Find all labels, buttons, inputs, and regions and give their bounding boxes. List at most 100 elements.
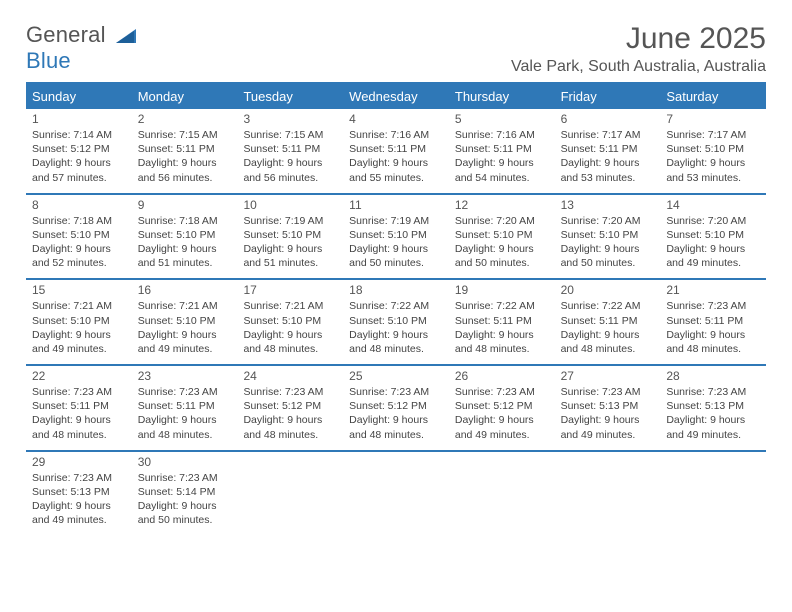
daylight-text: and 50 minutes. bbox=[561, 256, 655, 270]
sunrise-text: Sunrise: 7:23 AM bbox=[32, 471, 126, 485]
day-number: 21 bbox=[666, 283, 760, 297]
daylight-text: and 53 minutes. bbox=[561, 171, 655, 185]
sunset-text: Sunset: 5:10 PM bbox=[349, 314, 443, 328]
daylight-text: and 49 minutes. bbox=[666, 256, 760, 270]
day-number: 28 bbox=[666, 369, 760, 383]
location-subtitle: Vale Park, South Australia, Australia bbox=[511, 58, 766, 76]
daylight-text: Daylight: 9 hours bbox=[455, 413, 549, 427]
daylight-text: Daylight: 9 hours bbox=[138, 499, 232, 513]
daylight-text: and 52 minutes. bbox=[32, 256, 126, 270]
sunrise-text: Sunrise: 7:20 AM bbox=[561, 214, 655, 228]
sunset-text: Sunset: 5:10 PM bbox=[138, 228, 232, 242]
sunrise-text: Sunrise: 7:22 AM bbox=[349, 299, 443, 313]
daylight-text: Daylight: 9 hours bbox=[243, 156, 337, 170]
sunset-text: Sunset: 5:10 PM bbox=[666, 228, 760, 242]
daylight-text: Daylight: 9 hours bbox=[455, 156, 549, 170]
daylight-text: and 53 minutes. bbox=[666, 171, 760, 185]
sunrise-text: Sunrise: 7:15 AM bbox=[138, 128, 232, 142]
day-number: 6 bbox=[561, 112, 655, 126]
daylight-text: Daylight: 9 hours bbox=[243, 242, 337, 256]
logo-word1: General bbox=[26, 22, 106, 47]
sunrise-text: Sunrise: 7:16 AM bbox=[455, 128, 549, 142]
sunrise-text: Sunrise: 7:23 AM bbox=[666, 385, 760, 399]
sunrise-text: Sunrise: 7:23 AM bbox=[138, 471, 232, 485]
calendar-day: 27Sunrise: 7:23 AMSunset: 5:13 PMDayligh… bbox=[555, 366, 661, 450]
header: General Blue June 2025 Vale Park, South … bbox=[26, 22, 766, 76]
calendar-day: 23Sunrise: 7:23 AMSunset: 5:11 PMDayligh… bbox=[132, 366, 238, 450]
daylight-text: and 48 minutes. bbox=[349, 428, 443, 442]
sunrise-text: Sunrise: 7:23 AM bbox=[561, 385, 655, 399]
daylight-text: Daylight: 9 hours bbox=[32, 413, 126, 427]
daylight-text: and 48 minutes. bbox=[666, 342, 760, 356]
day-number: 27 bbox=[561, 369, 655, 383]
daylight-text: and 49 minutes. bbox=[138, 342, 232, 356]
sunset-text: Sunset: 5:10 PM bbox=[666, 142, 760, 156]
daylight-text: Daylight: 9 hours bbox=[561, 156, 655, 170]
calendar-day: 6Sunrise: 7:17 AMSunset: 5:11 PMDaylight… bbox=[555, 109, 661, 193]
day-number: 29 bbox=[32, 455, 126, 469]
daylight-text: Daylight: 9 hours bbox=[243, 328, 337, 342]
calendar-week: 1Sunrise: 7:14 AMSunset: 5:12 PMDaylight… bbox=[26, 109, 766, 195]
logo-word2: Blue bbox=[26, 48, 71, 73]
sunset-text: Sunset: 5:11 PM bbox=[561, 314, 655, 328]
sunrise-text: Sunrise: 7:18 AM bbox=[32, 214, 126, 228]
sunset-text: Sunset: 5:12 PM bbox=[32, 142, 126, 156]
day-number: 4 bbox=[349, 112, 443, 126]
sunrise-text: Sunrise: 7:17 AM bbox=[666, 128, 760, 142]
sunset-text: Sunset: 5:10 PM bbox=[138, 314, 232, 328]
daylight-text: Daylight: 9 hours bbox=[561, 242, 655, 256]
calendar-day: 2Sunrise: 7:15 AMSunset: 5:11 PMDaylight… bbox=[132, 109, 238, 193]
title-block: June 2025 Vale Park, South Australia, Au… bbox=[511, 22, 766, 76]
calendar-day: 10Sunrise: 7:19 AMSunset: 5:10 PMDayligh… bbox=[237, 195, 343, 279]
sunset-text: Sunset: 5:10 PM bbox=[561, 228, 655, 242]
day-number: 5 bbox=[455, 112, 549, 126]
day-number: 16 bbox=[138, 283, 232, 297]
sunset-text: Sunset: 5:11 PM bbox=[138, 399, 232, 413]
calendar-day: 21Sunrise: 7:23 AMSunset: 5:11 PMDayligh… bbox=[660, 280, 766, 364]
daylight-text: Daylight: 9 hours bbox=[138, 242, 232, 256]
day-number: 17 bbox=[243, 283, 337, 297]
calendar-day: 26Sunrise: 7:23 AMSunset: 5:12 PMDayligh… bbox=[449, 366, 555, 450]
sunrise-text: Sunrise: 7:23 AM bbox=[455, 385, 549, 399]
day-number: 23 bbox=[138, 369, 232, 383]
daylight-text: Daylight: 9 hours bbox=[138, 413, 232, 427]
sunset-text: Sunset: 5:11 PM bbox=[138, 142, 232, 156]
daylight-text: and 48 minutes. bbox=[243, 428, 337, 442]
day-number: 10 bbox=[243, 198, 337, 212]
sunset-text: Sunset: 5:10 PM bbox=[32, 314, 126, 328]
sunrise-text: Sunrise: 7:19 AM bbox=[349, 214, 443, 228]
sunrise-text: Sunrise: 7:20 AM bbox=[455, 214, 549, 228]
calendar-day: 17Sunrise: 7:21 AMSunset: 5:10 PMDayligh… bbox=[237, 280, 343, 364]
daylight-text: Daylight: 9 hours bbox=[138, 328, 232, 342]
calendar-day: 9Sunrise: 7:18 AMSunset: 5:10 PMDaylight… bbox=[132, 195, 238, 279]
calendar-day: 15Sunrise: 7:21 AMSunset: 5:10 PMDayligh… bbox=[26, 280, 132, 364]
calendar-day: 18Sunrise: 7:22 AMSunset: 5:10 PMDayligh… bbox=[343, 280, 449, 364]
daylight-text: and 49 minutes. bbox=[32, 513, 126, 527]
daylight-text: and 49 minutes. bbox=[666, 428, 760, 442]
dow-tue: Tuesday bbox=[237, 85, 343, 109]
day-number: 15 bbox=[32, 283, 126, 297]
calendar-week: 8Sunrise: 7:18 AMSunset: 5:10 PMDaylight… bbox=[26, 195, 766, 281]
logo: General Blue bbox=[26, 22, 136, 74]
sunset-text: Sunset: 5:14 PM bbox=[138, 485, 232, 499]
calendar-day: 20Sunrise: 7:22 AMSunset: 5:11 PMDayligh… bbox=[555, 280, 661, 364]
daylight-text: and 48 minutes. bbox=[561, 342, 655, 356]
calendar-day bbox=[343, 452, 449, 536]
calendar-day: 12Sunrise: 7:20 AMSunset: 5:10 PMDayligh… bbox=[449, 195, 555, 279]
daylight-text: and 48 minutes. bbox=[32, 428, 126, 442]
sunset-text: Sunset: 5:10 PM bbox=[243, 228, 337, 242]
calendar-day bbox=[449, 452, 555, 536]
calendar-day bbox=[660, 452, 766, 536]
daylight-text: Daylight: 9 hours bbox=[349, 156, 443, 170]
calendar-day: 7Sunrise: 7:17 AMSunset: 5:10 PMDaylight… bbox=[660, 109, 766, 193]
logo-text: General Blue bbox=[26, 22, 136, 74]
sunrise-text: Sunrise: 7:16 AM bbox=[349, 128, 443, 142]
daylight-text: Daylight: 9 hours bbox=[349, 328, 443, 342]
dow-sun: Sunday bbox=[26, 85, 132, 109]
calendar-day bbox=[555, 452, 661, 536]
daylight-text: Daylight: 9 hours bbox=[455, 328, 549, 342]
sunrise-text: Sunrise: 7:23 AM bbox=[32, 385, 126, 399]
daylight-text: and 57 minutes. bbox=[32, 171, 126, 185]
sunrise-text: Sunrise: 7:14 AM bbox=[32, 128, 126, 142]
daylight-text: and 48 minutes. bbox=[455, 342, 549, 356]
